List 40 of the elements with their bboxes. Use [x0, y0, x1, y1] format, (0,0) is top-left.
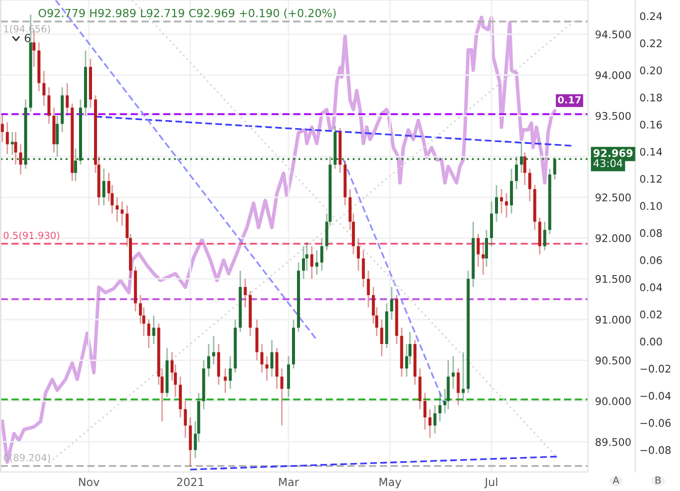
y2-tick-label: 0.12: [640, 174, 662, 183]
annotation: 6: [24, 34, 30, 42]
x-tick-label: Nov: [79, 478, 100, 486]
x-tick-label: 2021: [177, 478, 204, 486]
y2-tick-label: 0.18: [640, 94, 662, 102]
y-tick-label: 91.000: [596, 316, 631, 324]
y2-tick-label: −0.04: [640, 392, 671, 400]
y2-tick-label: −0.02: [640, 364, 670, 373]
y2-tick-label: 0.04: [640, 283, 662, 292]
y2-tick-label: 0.08: [640, 229, 662, 238]
text: B: [656, 476, 661, 484]
y2-tick-label: 0.02: [640, 310, 662, 318]
y-tick-label: 93.500: [596, 112, 631, 120]
text: 43:04: [594, 159, 622, 168]
text: 92.969: [594, 149, 633, 158]
x-tick-label: Mar: [279, 478, 299, 486]
text: A: [612, 476, 620, 484]
y2-tick-label: 0.00: [640, 338, 662, 346]
data-label: 0.17: [558, 96, 581, 104]
y2-tick-label: 0.14: [640, 148, 662, 156]
y2-tick-label: 0.20: [640, 66, 662, 74]
y2-tick-label: 0.10: [640, 202, 662, 210]
y2-tick-label: 0.24: [640, 12, 662, 20]
y-tick-label: 90.500: [596, 356, 631, 364]
y-tick-label: 91.500: [596, 275, 631, 283]
x-tick-label: Jul: [484, 478, 498, 488]
ref-line-label: 0.5(91.930): [4, 232, 60, 240]
y-tick-label: 92.500: [596, 194, 631, 202]
y-tick-label: 89.500: [596, 438, 631, 446]
y-tick-label: 94.500: [596, 30, 631, 38]
y2-tick-label: 0.06: [640, 256, 662, 264]
y-tick-label: 94.000: [596, 71, 631, 80]
y-tick-label: 90.000: [596, 397, 631, 406]
annotation: O92.779 H92.989 L92.719 C92.969 +0.190 (+0.20%): [38, 8, 336, 19]
y2-tick-label: −0.08: [640, 446, 671, 454]
y2-tick-label: −0.06: [640, 419, 671, 427]
x-tick-label: May: [380, 478, 402, 488]
y-tick-label: 92.000: [596, 234, 631, 242]
y2-tick-label: 0.16: [640, 120, 662, 129]
y2-tick-label: 0.22: [640, 39, 662, 48]
